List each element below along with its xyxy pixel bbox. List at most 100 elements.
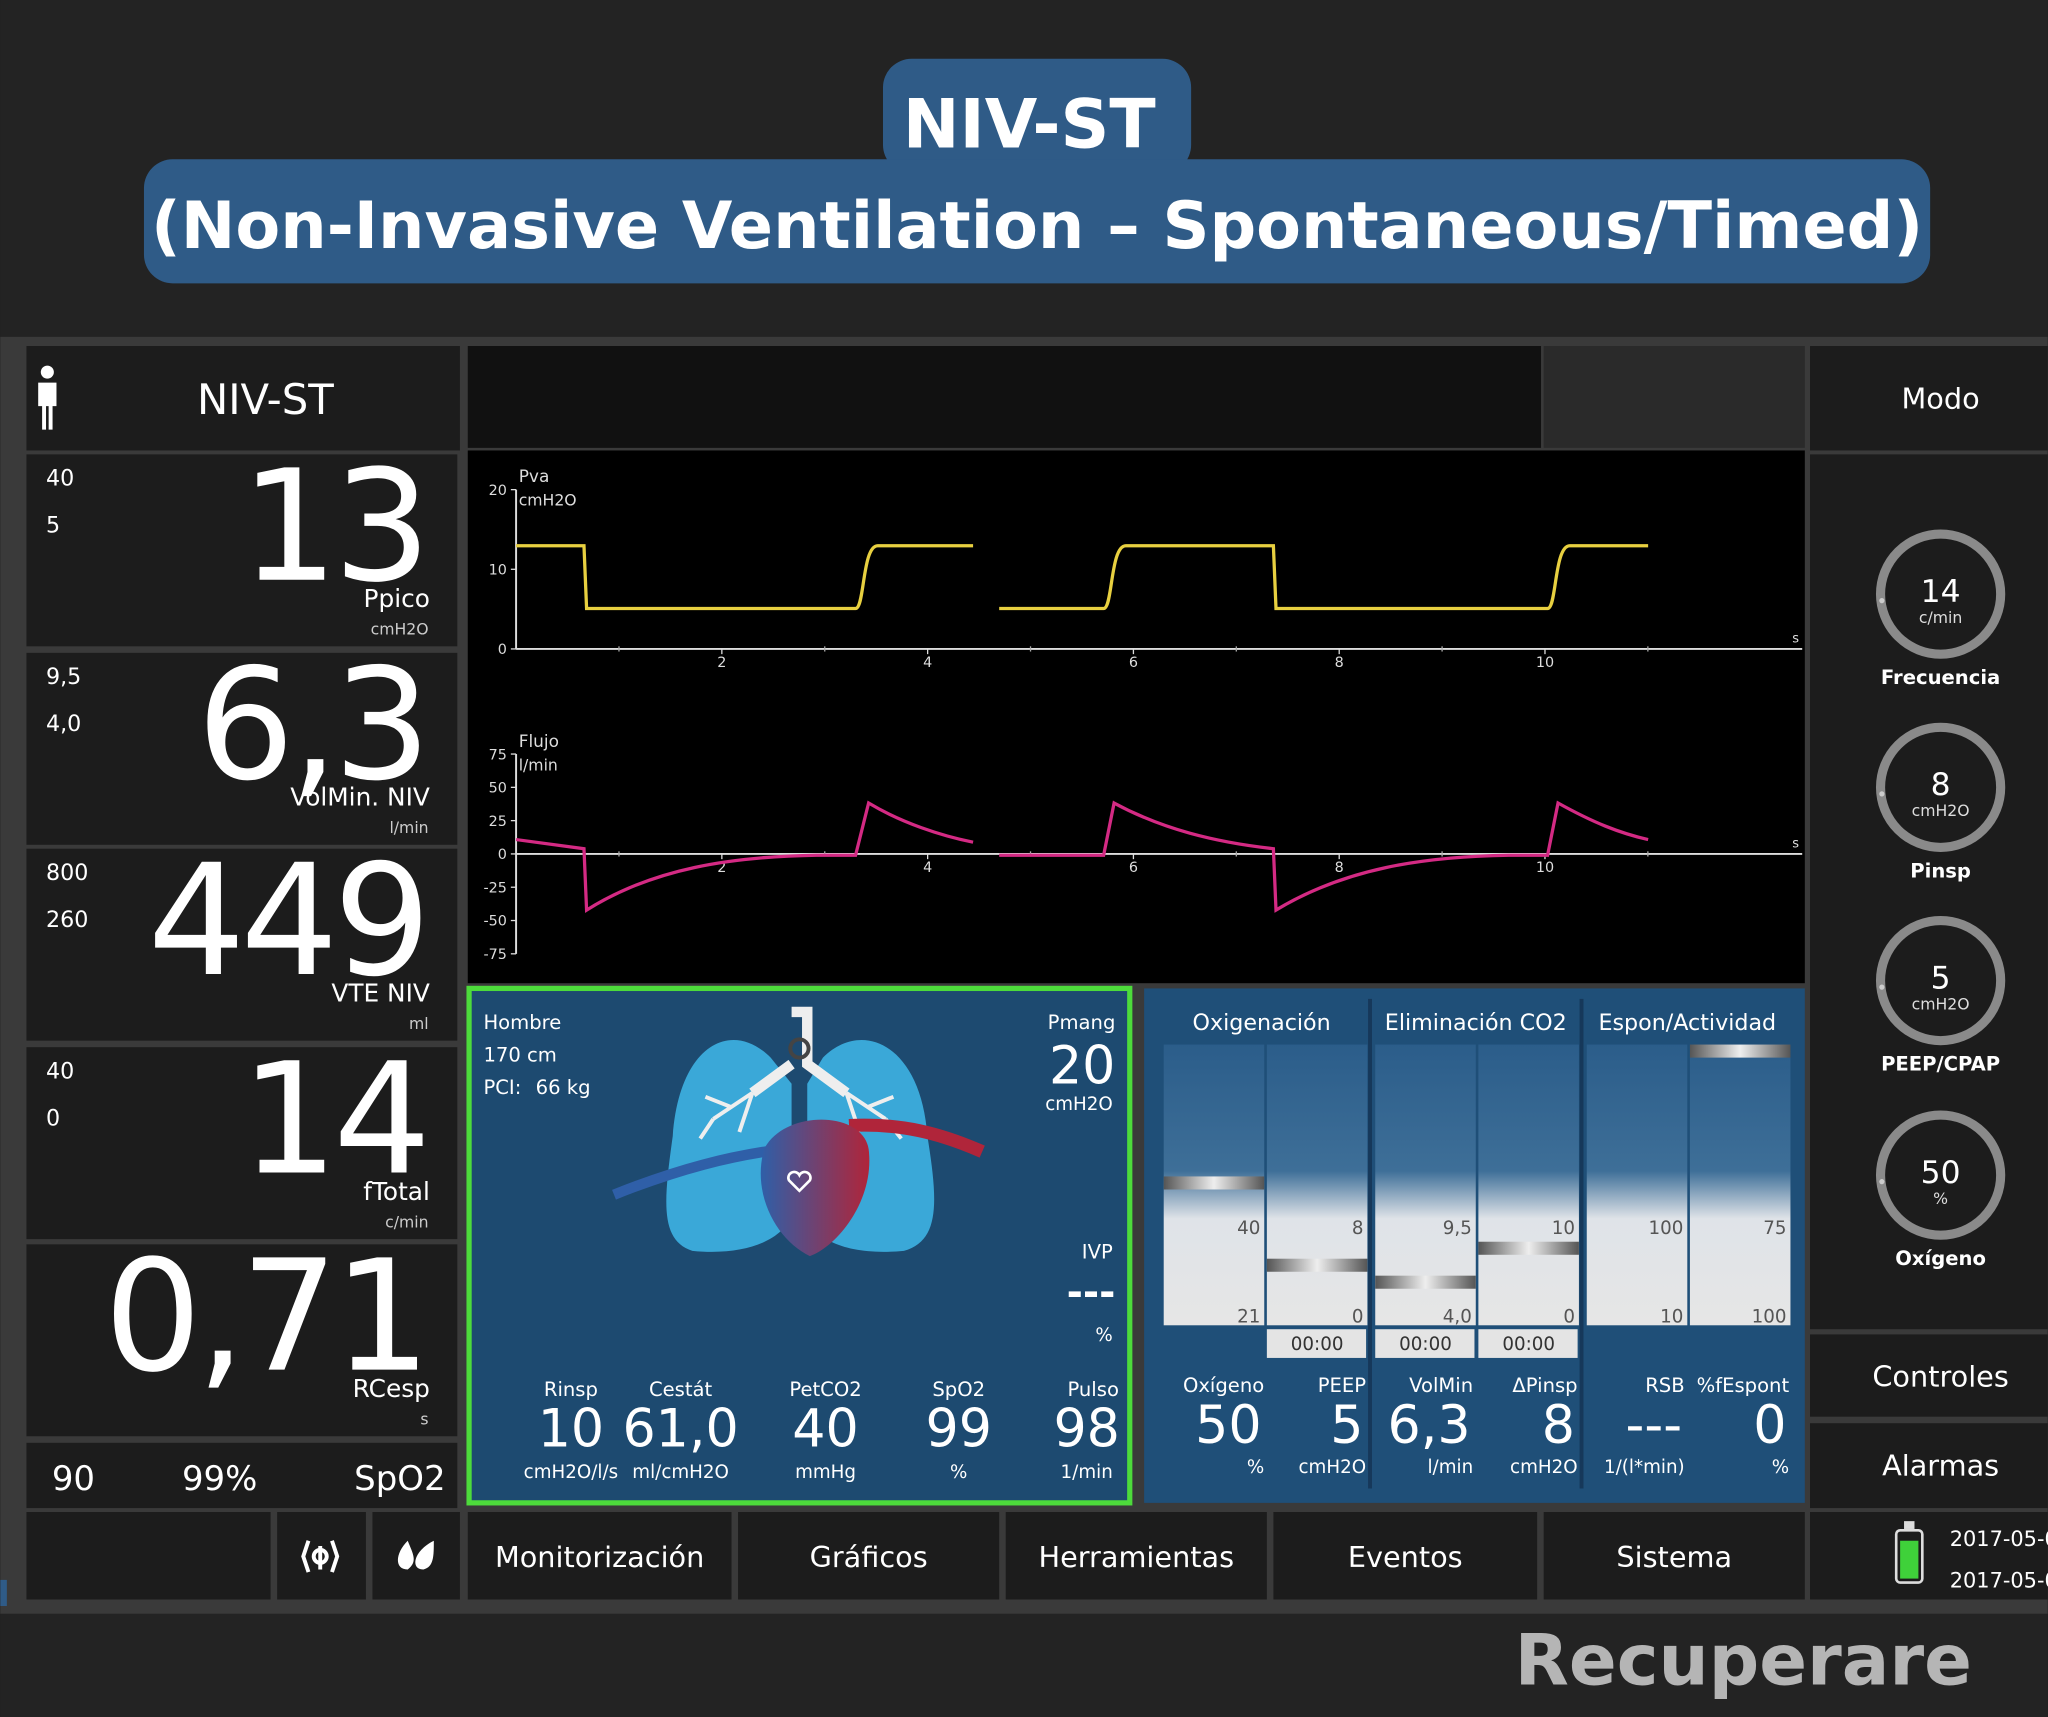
measurement-unit: c/min	[385, 1212, 428, 1231]
timer: 00:00	[1399, 1334, 1452, 1355]
x-tick-label: 10	[1536, 655, 1554, 671]
person-icon	[38, 382, 57, 430]
y-tick-label: 0	[498, 847, 507, 863]
waveform-trace	[999, 800, 1649, 913]
timer-box	[1478, 1329, 1578, 1358]
mode-button-label: Modo	[1902, 382, 1980, 416]
control-label: Oxígeno	[1895, 1247, 1986, 1270]
x-unit: s	[1792, 836, 1799, 851]
tab-button[interactable]	[1543, 1512, 1805, 1600]
spo2-limit: 90	[52, 1459, 95, 1499]
bottom-cell	[26, 1512, 271, 1600]
x-tick-label: 4	[923, 655, 932, 671]
alarms-button[interactable]	[1810, 1423, 2048, 1509]
timer-box	[1375, 1329, 1475, 1358]
measurement-cell	[26, 1244, 458, 1437]
x-tick-label: 4	[923, 860, 932, 876]
y-tick-label: -50	[483, 914, 506, 930]
metric-label: Pulso	[1067, 1378, 1119, 1401]
waveform-trace	[516, 544, 974, 611]
status-unit: cmH2O	[1510, 1457, 1578, 1478]
metric-value: 61,0	[622, 1400, 738, 1460]
group-header: Eliminación CO2	[1385, 1010, 1567, 1036]
ivp-value: ---	[1067, 1271, 1116, 1316]
measurement-cell	[26, 652, 458, 845]
bar-low: 4,0	[1443, 1307, 1472, 1328]
battery-body	[1894, 1528, 1924, 1584]
control-label: Pinsp	[1910, 859, 1971, 882]
footer	[0, 1613, 2048, 1717]
metric-label: PetCO2	[789, 1378, 861, 1401]
controls-button[interactable]	[1810, 1334, 2048, 1417]
metric-unit: ml/cmH2O	[632, 1462, 729, 1483]
top-left-cell	[26, 346, 460, 451]
status-value: 50	[1195, 1396, 1261, 1456]
pmang-label: Pmang	[1048, 1011, 1116, 1034]
title: NIV-ST	[903, 86, 1156, 165]
control-unit: c/min	[1919, 608, 1962, 627]
ivp-label: IVP	[1082, 1241, 1113, 1264]
bar-high: 100	[1649, 1218, 1684, 1239]
icon-button[interactable]	[372, 1512, 460, 1600]
control-label: Frecuencia	[1881, 666, 2000, 689]
title-pill	[882, 58, 1192, 174]
status-column	[1266, 1044, 1368, 1326]
alarm-low: 260	[46, 907, 88, 933]
bar-high: 75	[1763, 1218, 1786, 1239]
status-column	[1478, 1044, 1579, 1326]
status-value: 8	[1542, 1396, 1575, 1456]
alarm-high: 9,5	[46, 664, 81, 690]
date: 2017-05-0	[1950, 1569, 2048, 1593]
tab-button[interactable]	[738, 1512, 1000, 1600]
battery-level	[1900, 1540, 1919, 1579]
status-value: 0	[1753, 1396, 1786, 1456]
timer: 00:00	[1502, 1334, 1555, 1355]
status-label: RSB	[1645, 1374, 1684, 1397]
bar-high: 8	[1352, 1218, 1364, 1239]
status-value: ---	[1626, 1396, 1683, 1456]
group-header: Oxigenación	[1193, 1010, 1331, 1036]
x-tick-label: 8	[1335, 655, 1344, 671]
bar-high: 9,5	[1443, 1218, 1472, 1239]
patient-weight-label: PCI:	[483, 1076, 521, 1099]
measurement-unit: s	[420, 1410, 428, 1429]
control-unit: cmH2O	[1912, 801, 1970, 820]
alarm-high: 40	[46, 1059, 74, 1085]
y-tick-label: 25	[489, 814, 507, 830]
bar-low: 10	[1660, 1307, 1683, 1328]
measurement-label: VolMin. NIV	[290, 783, 430, 812]
bar-low: 0	[1563, 1307, 1575, 1328]
tab-button[interactable]	[1273, 1512, 1538, 1600]
metric-label: Cestát	[649, 1378, 713, 1401]
waveform-unit: l/min	[519, 755, 558, 774]
tab-button[interactable]	[1005, 1512, 1267, 1600]
patient-sex: Hombre	[483, 1011, 561, 1034]
timer-box	[1266, 1329, 1367, 1358]
waveform-unit: cmH2O	[519, 490, 577, 509]
mode-label: NIV-ST	[197, 375, 334, 424]
control-knob[interactable]	[1875, 915, 2006, 1046]
mode-button[interactable]	[1810, 346, 2048, 451]
tab-label: Herramientas	[1038, 1540, 1234, 1574]
metric-label: SpO2	[932, 1378, 985, 1401]
measurement-value: 449	[148, 832, 426, 1011]
alarm-low: 5	[46, 513, 60, 539]
measurement-cell	[26, 848, 458, 1041]
status-column	[1689, 1044, 1791, 1326]
status-value: 6,3	[1388, 1396, 1471, 1456]
control-knob[interactable]	[1875, 1110, 2006, 1240]
alarm-low: 4,0	[46, 711, 81, 737]
waveform-label: Flujo	[519, 732, 559, 752]
subtitle-pill	[143, 159, 1931, 284]
x-tick-label: 6	[1129, 860, 1138, 876]
tab-button[interactable]	[467, 1512, 732, 1600]
tab-label: Monitorización	[495, 1540, 704, 1574]
bronchi	[698, 1091, 903, 1140]
control-knob[interactable]	[1875, 529, 2006, 659]
metric-unit: cmH2O/l/s	[524, 1462, 618, 1483]
control-knob[interactable]	[1875, 722, 2006, 852]
y-tick-label: 10	[489, 563, 507, 579]
spo2-value: 99%	[182, 1459, 257, 1499]
bar-marker	[1689, 1044, 1791, 1058]
measurement-value: 0,71	[104, 1228, 426, 1407]
